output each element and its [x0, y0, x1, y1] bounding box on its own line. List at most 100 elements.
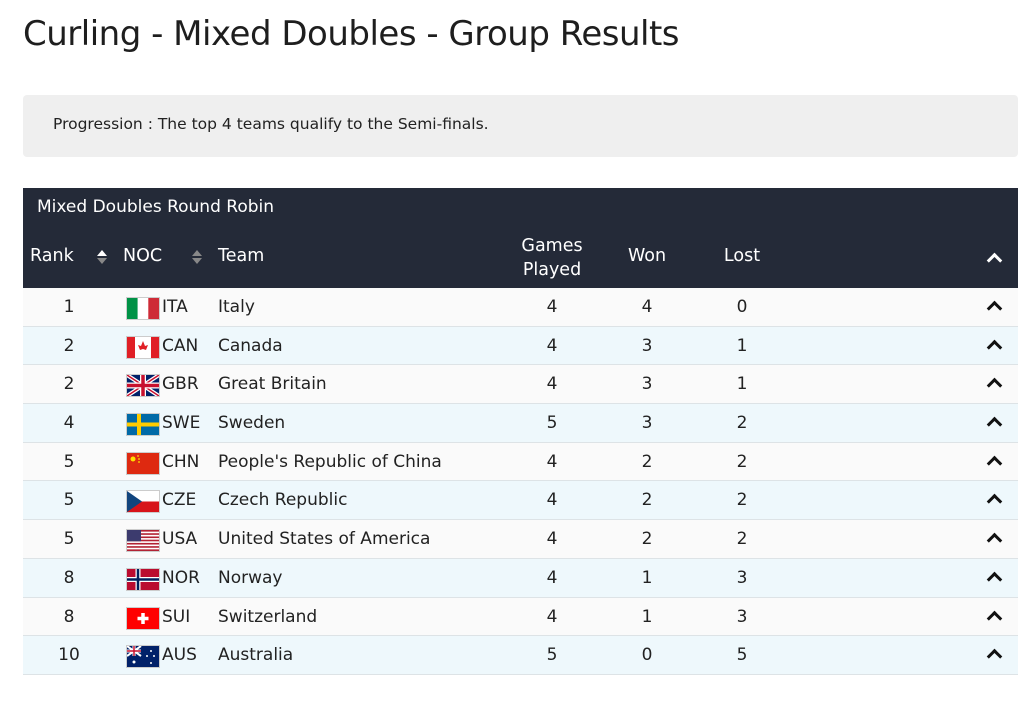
noc-cell: USA	[162, 529, 198, 550]
table-row[interactable]: 1 ITA Italy 4 4 0	[23, 288, 1018, 327]
games-played-cell: 4	[546, 606, 558, 627]
rank-cell: 10	[58, 645, 80, 666]
table-row[interactable]: 8 SUI Switzerland 4 1 3	[23, 597, 1018, 637]
expand-chevron-icon[interactable]	[986, 610, 1003, 626]
rank-cell: 8	[63, 606, 75, 627]
games-played-cell: 4	[546, 335, 558, 356]
noc-cell: AUS	[162, 645, 197, 666]
rank-cell: 4	[63, 413, 75, 434]
header-team: Team	[218, 246, 265, 266]
flag-icon-swe	[126, 413, 160, 437]
games-played-cell: 4	[546, 374, 558, 395]
expand-chevron-icon[interactable]	[986, 455, 1003, 472]
team-cell: Canada	[218, 335, 283, 356]
expand-chevron-icon[interactable]	[986, 416, 1003, 433]
noc-cell: SUI	[162, 606, 191, 627]
flag-icon-usa	[126, 529, 160, 553]
noc-cell: CZE	[162, 490, 197, 511]
table-row[interactable]: 5 USA United States of America 4 2 2	[23, 520, 1018, 559]
table-caption: Mixed Doubles Round Robin	[23, 188, 1018, 228]
noc-cell: GBR	[162, 374, 199, 395]
sort-icon[interactable]	[96, 248, 108, 266]
flag-icon-nor	[126, 567, 160, 591]
progression-text: Progression : The top 4 teams qualify to…	[53, 115, 489, 133]
collapse-all-chevron-icon[interactable]	[986, 252, 1003, 269]
rank-cell: 5	[63, 490, 75, 511]
results-table: Mixed Doubles Round Robin Rank NOC Team …	[23, 188, 1018, 675]
expand-chevron-icon[interactable]	[986, 300, 1003, 317]
games-played-cell: 5	[546, 645, 558, 666]
header-games-line1: Games	[521, 236, 583, 256]
team-cell: Czech Republic	[218, 490, 348, 511]
flag-icon-can	[126, 335, 160, 359]
table-body: 1 ITA Italy 4 4 0 2 CAN Canada 4 3 1 2 G…	[23, 288, 1018, 675]
table-row[interactable]: 5 CZE Czech Republic 4 2 2	[23, 481, 1018, 521]
team-cell: Switzerland	[218, 606, 318, 627]
rank-cell: 2	[63, 335, 75, 356]
noc-cell: ITA	[162, 297, 188, 317]
team-cell: United States of America	[218, 529, 431, 550]
header-games-line2: Played	[522, 260, 582, 280]
header-games-played: Games Played	[513, 234, 591, 282]
lost-cell: 3	[736, 567, 748, 588]
table-row[interactable]: 2 GBR Great Britain 4 3 1	[23, 365, 1018, 405]
progression-note: Progression : The top 4 teams qualify to…	[23, 95, 1018, 157]
games-played-cell: 4	[546, 490, 558, 511]
won-cell: 4	[641, 297, 653, 317]
expand-chevron-icon[interactable]	[986, 339, 1003, 355]
page-title: Curling - Mixed Doubles - Group Results	[23, 14, 680, 54]
table-row[interactable]: 8 NOR Norway 4 1 3	[23, 558, 1018, 598]
won-cell: 2	[641, 490, 653, 511]
sort-icon[interactable]	[191, 248, 203, 266]
table-row[interactable]: 2 CAN Canada 4 3 1	[23, 326, 1018, 366]
noc-cell: NOR	[162, 567, 200, 588]
won-cell: 2	[641, 529, 653, 550]
expand-chevron-icon[interactable]	[986, 532, 1003, 549]
games-played-cell: 4	[546, 529, 558, 550]
won-cell: 3	[641, 413, 653, 434]
noc-cell: CAN	[162, 335, 199, 356]
flag-icon-sui	[126, 606, 160, 630]
table-row[interactable]: 4 SWE Sweden 5 3 2	[23, 404, 1018, 443]
won-cell: 1	[641, 606, 653, 627]
flag-icon-chn	[126, 451, 160, 475]
expand-chevron-icon[interactable]	[986, 494, 1003, 510]
team-cell: Sweden	[218, 413, 286, 434]
games-played-cell: 5	[546, 413, 558, 434]
team-cell: Australia	[218, 645, 294, 666]
expand-chevron-icon[interactable]	[986, 648, 1003, 665]
rank-cell: 8	[63, 567, 75, 588]
team-cell: Italy	[218, 297, 255, 317]
games-played-cell: 4	[546, 297, 558, 317]
table-row[interactable]: 5 CHN People's Republic of China 4 2 2	[23, 442, 1018, 482]
noc-cell: SWE	[162, 413, 201, 434]
games-played-cell: 4	[546, 451, 558, 472]
won-cell: 2	[641, 451, 653, 472]
team-cell: Great Britain	[218, 374, 327, 395]
flag-icon-ita	[126, 297, 160, 320]
lost-cell: 2	[736, 490, 748, 511]
rank-cell: 2	[63, 374, 75, 395]
team-cell: People's Republic of China	[218, 451, 442, 472]
header-noc[interactable]: NOC	[123, 246, 163, 266]
lost-cell: 2	[736, 529, 748, 550]
won-cell: 3	[641, 374, 653, 395]
lost-cell: 2	[736, 413, 748, 434]
header-lost: Lost	[723, 246, 761, 266]
lost-cell: 3	[736, 606, 748, 627]
team-cell: Norway	[218, 567, 283, 588]
won-cell: 1	[641, 567, 653, 588]
table-header: Rank NOC Team Games Played Won Lost	[23, 228, 1018, 288]
header-rank[interactable]: Rank	[30, 246, 74, 266]
lost-cell: 0	[736, 297, 748, 317]
expand-chevron-icon[interactable]	[986, 378, 1003, 394]
table-row[interactable]: 10 AUS Australia 5 0 5	[23, 636, 1018, 675]
games-played-cell: 4	[546, 567, 558, 588]
won-cell: 3	[641, 335, 653, 356]
expand-chevron-icon[interactable]	[986, 571, 1003, 588]
won-cell: 0	[641, 645, 653, 666]
header-won: Won	[627, 246, 667, 266]
noc-cell: CHN	[162, 451, 200, 472]
rank-cell: 1	[63, 297, 75, 317]
flag-icon-aus	[126, 645, 160, 669]
